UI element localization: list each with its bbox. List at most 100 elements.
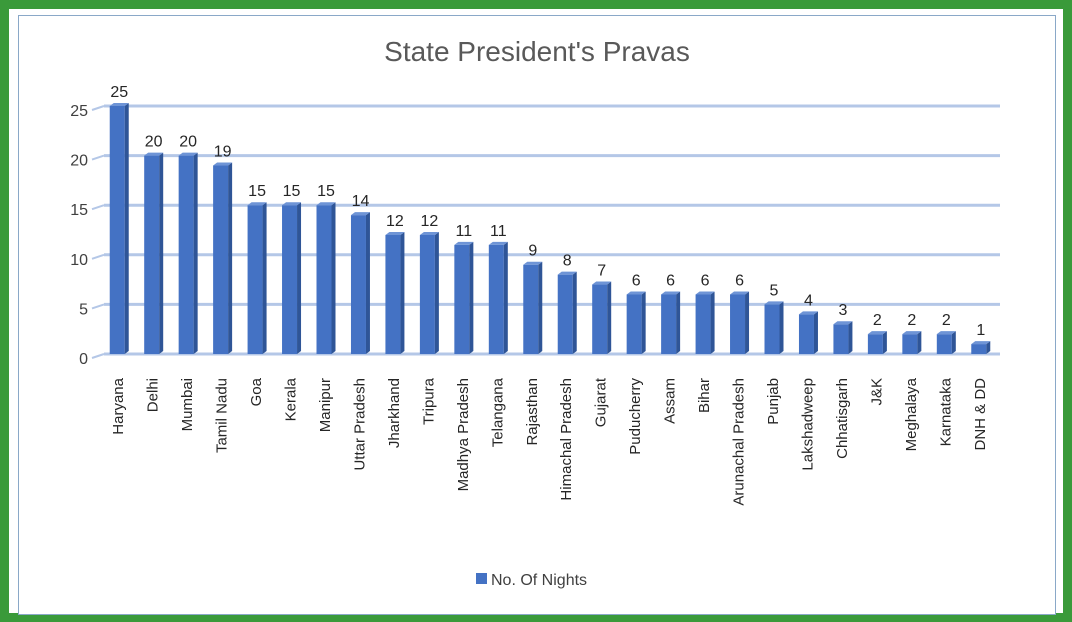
bar-side (124, 103, 129, 354)
bar (661, 291, 681, 354)
bar-top (833, 321, 853, 325)
bar-front (798, 314, 814, 354)
data-label: 25 (110, 84, 128, 101)
category-label: Meghalaya (903, 377, 920, 451)
data-label: 20 (145, 134, 163, 151)
y-tick-label: 25 (70, 103, 88, 120)
bar-front (178, 155, 194, 354)
bar-top (626, 291, 646, 295)
bar-top (523, 261, 543, 265)
bar (764, 301, 784, 354)
bar-top (557, 271, 577, 275)
bar-front (971, 344, 987, 354)
bar-front (385, 234, 401, 354)
bar-top (695, 291, 715, 295)
category-label: J&K (868, 378, 885, 406)
data-label: 1 (976, 322, 985, 339)
bar-top (730, 291, 750, 295)
bar-top (867, 331, 887, 335)
bar-side (228, 162, 233, 354)
bar-side (193, 152, 198, 354)
bar-side (951, 331, 956, 354)
bar (385, 231, 405, 354)
bars (109, 103, 991, 354)
data-label: 15 (248, 183, 266, 200)
bar-front (109, 106, 125, 354)
gridline-depth (91, 105, 105, 111)
data-label: 7 (597, 263, 606, 280)
bar-front (730, 294, 746, 354)
bar-front (902, 334, 918, 354)
bar (695, 291, 715, 354)
bar (144, 152, 164, 354)
bar (592, 281, 612, 354)
bar-front (626, 294, 642, 354)
bar (902, 331, 922, 354)
bar-front (213, 165, 229, 354)
bar-top (282, 202, 302, 206)
bar-side (986, 341, 991, 354)
bar-front (454, 244, 470, 354)
gridline-depth (91, 253, 105, 260)
data-label: 11 (456, 223, 473, 240)
bar-side (607, 281, 612, 354)
legend-swatch (476, 573, 487, 584)
legend-label: No. Of Nights (491, 572, 587, 589)
bar-top (385, 231, 405, 235)
category-label: Manipur (317, 378, 334, 432)
bar-front (557, 274, 573, 354)
bar-front (695, 294, 711, 354)
bar-top (661, 291, 681, 295)
bar-front (661, 294, 677, 354)
bar-front (833, 324, 849, 354)
bar (867, 331, 887, 354)
bar (247, 202, 267, 354)
y-tick-label: 15 (70, 202, 88, 219)
data-label: 12 (420, 213, 438, 230)
data-label: 5 (770, 282, 779, 299)
bar (109, 103, 129, 354)
bar-side (676, 291, 681, 354)
category-label: Kerala (283, 377, 300, 421)
bar (936, 331, 956, 354)
bar-front (523, 264, 539, 354)
bar-front (867, 334, 883, 354)
bar-side (503, 241, 508, 354)
bar (730, 291, 750, 354)
bar-top (247, 202, 267, 206)
data-label: 14 (352, 193, 370, 210)
bar-front (419, 234, 435, 354)
bar-side (400, 231, 405, 354)
data-label: 6 (735, 272, 744, 289)
y-axis-ticks: 0 5 10 15 20 25 (70, 103, 88, 368)
bar (488, 241, 508, 354)
bar (282, 202, 302, 354)
category-label: Tripura (420, 377, 437, 425)
data-label: 15 (283, 183, 301, 200)
bar (350, 212, 370, 354)
gridline-depth (91, 204, 105, 211)
bar-front (282, 205, 298, 354)
category-label: Gujarat (593, 377, 610, 427)
bar (626, 291, 646, 354)
data-label: 2 (942, 312, 951, 329)
bar-front (592, 284, 608, 354)
bar-side (848, 321, 853, 354)
category-label: Puducherry (627, 378, 644, 455)
data-label: 15 (317, 183, 335, 200)
chart-title: State President's Pravas (384, 36, 690, 67)
data-label: 2 (873, 312, 882, 329)
data-label: 4 (804, 292, 813, 309)
bar-top (902, 331, 922, 335)
category-label: Jharkhand (386, 378, 403, 448)
bar-top (144, 152, 164, 156)
bar-side (710, 291, 715, 354)
bar-top (592, 281, 612, 285)
bar-side (745, 291, 750, 354)
y-tick-label: 20 (70, 153, 88, 170)
data-label: 20 (179, 134, 197, 151)
bar (178, 152, 198, 354)
category-label: Goa (248, 377, 265, 406)
bar-side (779, 301, 784, 354)
category-label: Telangana (489, 377, 506, 447)
